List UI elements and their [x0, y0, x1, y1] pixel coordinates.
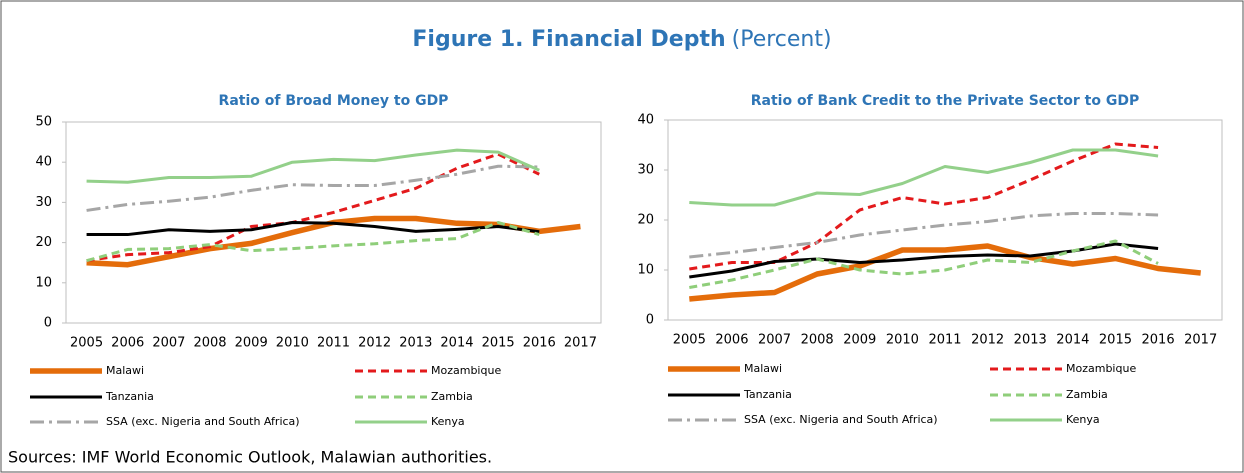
x-tick-label: 2014: [1056, 333, 1089, 348]
x-tick-label: 2017: [564, 336, 597, 351]
x-tick-label: 2006: [111, 336, 144, 351]
y-tick-label: 40: [637, 113, 654, 128]
y-tick-label: 0: [646, 313, 654, 328]
figure-title-unit: (Percent): [732, 27, 832, 52]
legend-label: Malawi: [106, 364, 144, 377]
legend-label: Kenya: [1066, 413, 1100, 426]
series-line: [689, 148, 1159, 207]
legend-label: Zambia: [431, 390, 473, 403]
x-tick-label: 2007: [152, 336, 185, 351]
x-tick-label: 2005: [70, 336, 103, 351]
series-line: [86, 221, 540, 237]
chart-title: Ratio of Broad Money to GDP: [219, 93, 449, 109]
y-tick-label: 40: [35, 155, 52, 170]
y-tick-label: 0: [44, 316, 52, 331]
series-line: [689, 239, 1159, 289]
y-tick-label: 30: [35, 195, 52, 210]
legend-label: Mozambique: [431, 364, 501, 377]
source-note: Sources: IMF World Economic Outlook, Mal…: [8, 448, 492, 467]
figure-title: Figure 1. Financial Depth (Percent): [412, 27, 831, 52]
series-line: [86, 148, 540, 184]
x-tick-label: 2012: [971, 333, 1004, 348]
legend-label: SSA (exc. Nigeria and South Africa): [106, 415, 300, 428]
x-tick-label: 2011: [928, 333, 961, 348]
figure-title-main: Figure 1. Financial Depth: [412, 27, 725, 52]
x-tick-label: 2006: [715, 333, 748, 348]
x-tick-label: 2008: [801, 333, 834, 348]
x-tick-label: 2017: [1184, 333, 1217, 348]
x-tick-label: 2010: [276, 336, 309, 351]
x-tick-label: 2015: [482, 336, 515, 351]
x-tick-label: 2005: [673, 333, 706, 348]
x-tick-label: 2016: [523, 336, 556, 351]
legend-label: Malawi: [744, 362, 782, 375]
legend-label: Tanzania: [105, 390, 154, 403]
legend-label: Tanzania: [743, 388, 792, 401]
legend-label: SSA (exc. Nigeria and South Africa): [744, 413, 938, 426]
chart-title: Ratio of Bank Credit to the Private Sect…: [751, 93, 1139, 109]
x-tick-label: 2013: [1014, 333, 1047, 348]
x-tick-label: 2009: [843, 333, 876, 348]
x-tick-label: 2011: [317, 336, 350, 351]
y-tick-label: 30: [637, 163, 654, 178]
series-line: [86, 164, 540, 212]
y-tick-label: 50: [35, 115, 52, 130]
x-tick-label: 2008: [193, 336, 226, 351]
x-tick-label: 2009: [235, 336, 268, 351]
x-tick-label: 2012: [358, 336, 391, 351]
series-line: [86, 221, 540, 263]
series-line: [689, 212, 1159, 259]
y-tick-label: 10: [637, 263, 654, 278]
y-tick-label: 10: [35, 275, 52, 290]
legend-label: Zambia: [1066, 388, 1108, 401]
legend-label: Kenya: [431, 415, 465, 428]
series-line: [86, 152, 540, 263]
series-line: [689, 242, 1159, 279]
x-tick-label: 2014: [440, 336, 473, 351]
legend-label: Mozambique: [1066, 362, 1136, 375]
x-tick-label: 2007: [758, 333, 791, 348]
y-tick-label: 20: [35, 235, 52, 250]
plot-area: [65, 121, 602, 324]
x-tick-label: 2013: [399, 336, 432, 351]
x-tick-label: 2010: [886, 333, 919, 348]
y-tick-label: 20: [637, 213, 654, 228]
x-tick-label: 2016: [1142, 333, 1175, 348]
x-tick-label: 2015: [1099, 333, 1132, 348]
series-line: [689, 243, 1201, 302]
